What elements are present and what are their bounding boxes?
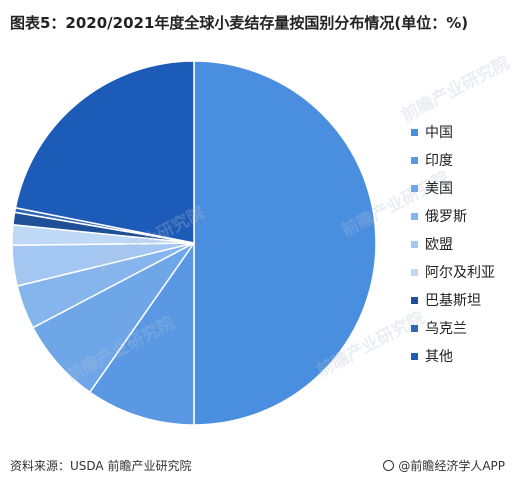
legend-label: 欧盟 (425, 237, 453, 253)
legend-item: 美国 (411, 174, 495, 202)
brand-logo-icon (383, 460, 395, 471)
legend-label: 乌克兰 (425, 321, 467, 337)
source-note: 资料来源：USDA 前瞻产业研究院 (10, 459, 192, 473)
pie-slice-中国 (193, 60, 377, 426)
legend-swatch (411, 324, 418, 332)
legend-item: 阿尔及利亚 (411, 258, 495, 286)
legend-item: 欧盟 (411, 230, 495, 258)
legend-item: 其他 (411, 342, 495, 370)
legend-item: 中国 (411, 118, 495, 146)
legend-label: 中国 (425, 125, 453, 141)
brand-text: @前瞻经济学人APP (398, 459, 505, 473)
pie-slices (11, 60, 377, 426)
legend-label: 其他 (425, 349, 453, 365)
legend-label: 阿尔及利亚 (425, 265, 495, 281)
legend-swatch (411, 212, 418, 220)
legend-item: 印度 (411, 146, 495, 174)
legend-swatch (411, 240, 418, 248)
chart-legend: 中国 印度 美国 俄罗斯 欧盟 阿尔及利亚 巴基斯坦 乌克兰 其他 (411, 118, 495, 370)
legend-item: 乌克兰 (411, 314, 495, 342)
legend-swatch (411, 156, 418, 164)
legend-label: 俄罗斯 (425, 209, 467, 225)
legend-label: 巴基斯坦 (425, 293, 481, 309)
legend-swatch (411, 184, 418, 192)
pie-slice-其他 (14, 60, 195, 244)
legend-swatch (411, 268, 418, 276)
legend-swatch (411, 296, 418, 304)
legend-item: 巴基斯坦 (411, 286, 495, 314)
legend-swatch (411, 352, 418, 360)
legend-label: 美国 (425, 181, 453, 197)
chart-title: 图表5：2020/2021年度全球小麦结存量按国别分布情况(单位：%) (10, 14, 469, 32)
pie-slice-印度 (88, 240, 195, 426)
legend-item: 俄罗斯 (411, 202, 495, 230)
brand-credit: @前瞻经济学人APP (383, 457, 505, 474)
legend-label: 印度 (425, 153, 453, 169)
legend-swatch (411, 128, 418, 136)
